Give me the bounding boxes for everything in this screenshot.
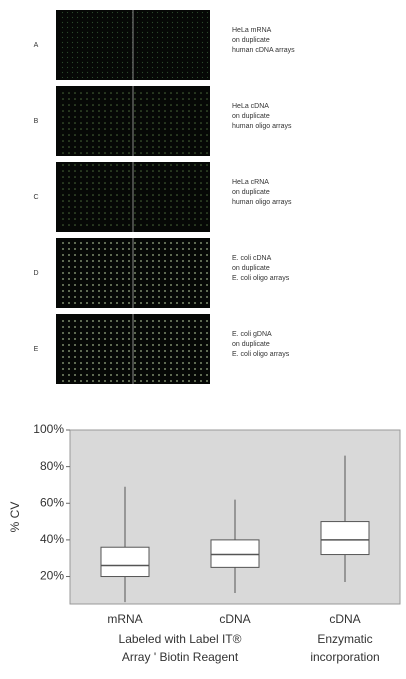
x-tick-label: cDNA xyxy=(329,612,360,626)
box xyxy=(211,540,259,567)
y-tick-label: 40% xyxy=(40,532,64,546)
panel-letter: D xyxy=(33,270,38,277)
panel-caption: human cDNA arrays xyxy=(232,47,295,54)
box xyxy=(321,522,369,555)
x-tick-label: cDNA xyxy=(219,612,250,626)
panel-caption: human oligo arrays xyxy=(232,123,292,130)
panel-caption: human oligo arrays xyxy=(232,199,292,206)
panel-caption: HeLa cDNA xyxy=(232,103,269,110)
panel-caption: on duplicate xyxy=(232,265,270,272)
y-tick-label: 20% xyxy=(40,569,64,583)
page: A HeLa mRNA on duplicate human cDNA arrays B… xyxy=(0,0,406,679)
panel-caption: on duplicate xyxy=(232,37,270,44)
panel-letter: C xyxy=(33,194,38,201)
group-label: incorporation xyxy=(310,650,379,664)
y-tick-label: 60% xyxy=(40,495,64,509)
x-tick-label: mRNA xyxy=(107,612,142,626)
figure: A HeLa mRNA on duplicate human cDNA arrays B… xyxy=(0,0,406,679)
panel-letter: A xyxy=(34,42,39,49)
group-label: Labeled with Label IT® xyxy=(119,632,242,646)
panel-letter: E xyxy=(34,346,39,353)
panel-caption: on duplicate xyxy=(232,189,270,196)
panel-caption: E. coli oligo arrays xyxy=(232,351,290,358)
y-axis-label: % CV xyxy=(8,502,22,533)
panel-caption: E. coli cDNA xyxy=(232,255,272,262)
panel-caption: HeLa cRNA xyxy=(232,179,269,186)
box xyxy=(101,547,149,576)
panel-caption: HeLa mRNA xyxy=(232,27,272,34)
y-tick-label: 80% xyxy=(40,459,64,473)
panel-caption: E. coli oligo arrays xyxy=(232,275,290,282)
panel-letter: B xyxy=(34,118,39,125)
group-label: Array ' Biotin Reagent xyxy=(122,650,239,664)
panel-caption: E. coli gDNA xyxy=(232,331,272,338)
panel-caption: on duplicate xyxy=(232,113,270,120)
panel-caption: on duplicate xyxy=(232,341,270,348)
group-label: Enzymatic xyxy=(317,632,372,646)
y-tick-label: 100% xyxy=(33,422,64,436)
